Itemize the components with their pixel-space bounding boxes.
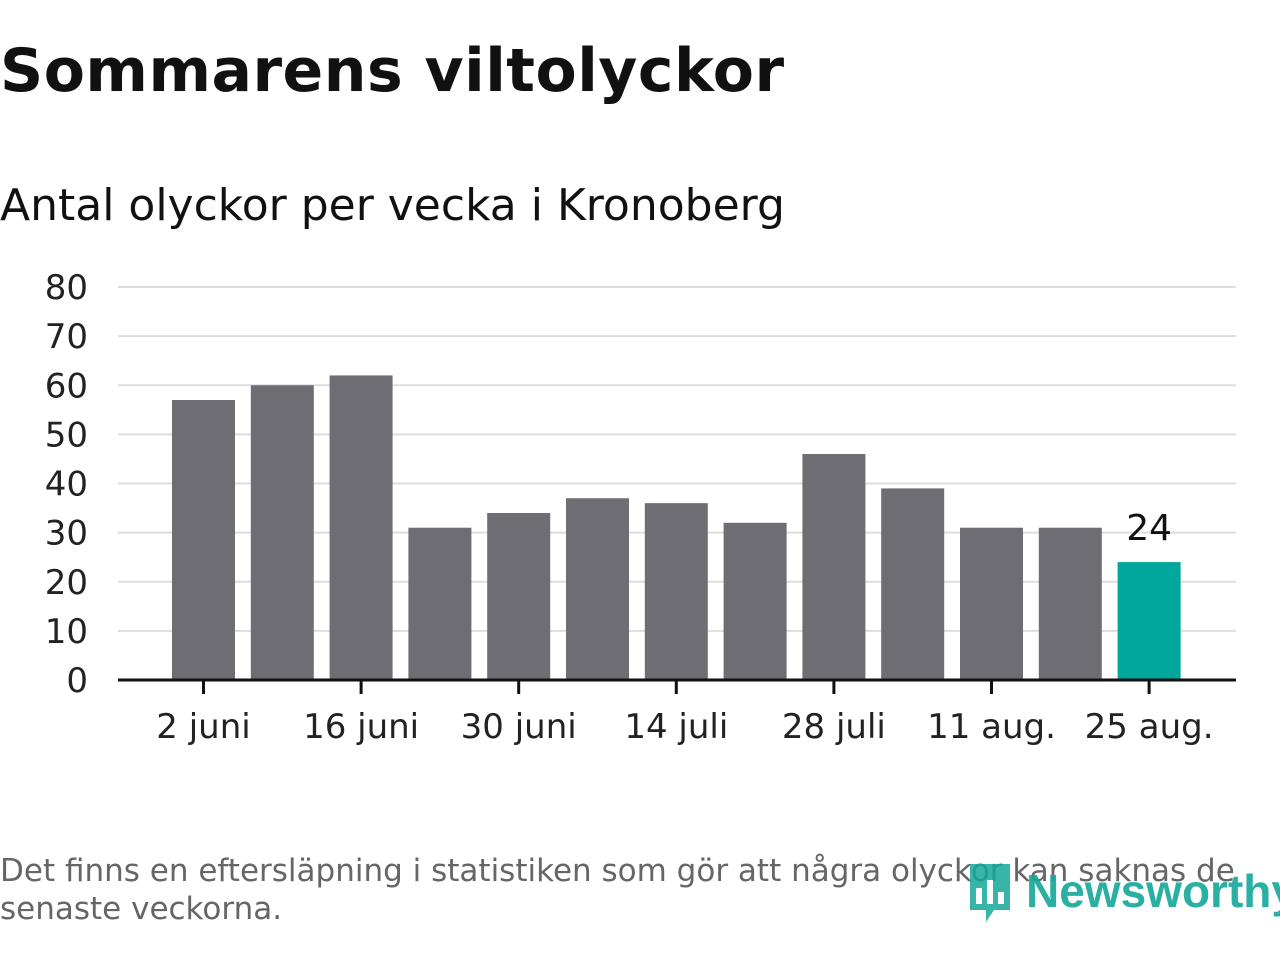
- x-axis: 2 juni 16 juni 30 juni 14 juli 28 juli 11 aug…: [118, 678, 1236, 747]
- y-tick-label: 10: [45, 612, 88, 652]
- bar-30-juni: [487, 512, 551, 680]
- bar-chart: 0 10 20 30 40 50 60 70 80 2 juni 16 juni 30 juni 14…: [45, 268, 1236, 747]
- x-tick-label: 25 aug.: [1085, 707, 1214, 747]
- bar-28-juli: [802, 454, 866, 680]
- x-tick-label: 16 juni: [303, 707, 419, 747]
- bar-9-juni: [250, 385, 314, 680]
- logo-text: Newsworthy: [1026, 865, 1280, 917]
- bar-25-aug: [1117, 562, 1181, 680]
- data-labels: 24: [1126, 508, 1172, 549]
- y-tick-label: 60: [45, 366, 88, 406]
- bar-16-juni: [329, 375, 393, 680]
- chart-subtitle: Antal olyckor per vecka i Kronoberg: [0, 180, 785, 231]
- y-axis-ticks: 0 10 20 30 40 50 60 70 80: [45, 268, 88, 701]
- bar-21-juli: [723, 522, 787, 680]
- y-tick-label: 70: [45, 317, 88, 357]
- x-tick-label: 28 juli: [782, 707, 886, 747]
- bars: [172, 375, 1181, 680]
- chart-title: Sommarens viltolyckor: [0, 36, 785, 106]
- footnote: Det finns en eftersläpning i statistiken…: [0, 853, 1235, 927]
- bar-11-aug: [960, 527, 1023, 680]
- bar-23-juni: [408, 527, 472, 680]
- bar-4-aug: [881, 488, 945, 680]
- y-tick-label: 0: [66, 661, 88, 701]
- y-tick-label: 30: [45, 514, 88, 554]
- y-tick-label: 50: [45, 415, 88, 455]
- x-tick-label: 30 juni: [461, 707, 577, 747]
- y-tick-label: 80: [45, 268, 88, 308]
- x-tick-label: 11 aug.: [927, 707, 1056, 747]
- data-label: 24: [1126, 508, 1172, 549]
- bar-14-juli: [644, 503, 708, 680]
- bar-7-juli: [566, 498, 629, 680]
- bar-2-juni: [172, 399, 235, 680]
- y-tick-label: 40: [45, 465, 88, 505]
- y-tick-label: 20: [45, 563, 88, 603]
- bar-18-aug: [1038, 527, 1102, 680]
- x-tick-label: 2 juni: [156, 707, 250, 747]
- newsworthy-bar-chart-icon: [970, 864, 1010, 922]
- x-tick-label: 14 juli: [624, 707, 728, 747]
- newsworthy-logo: Newsworthy: [964, 858, 1280, 924]
